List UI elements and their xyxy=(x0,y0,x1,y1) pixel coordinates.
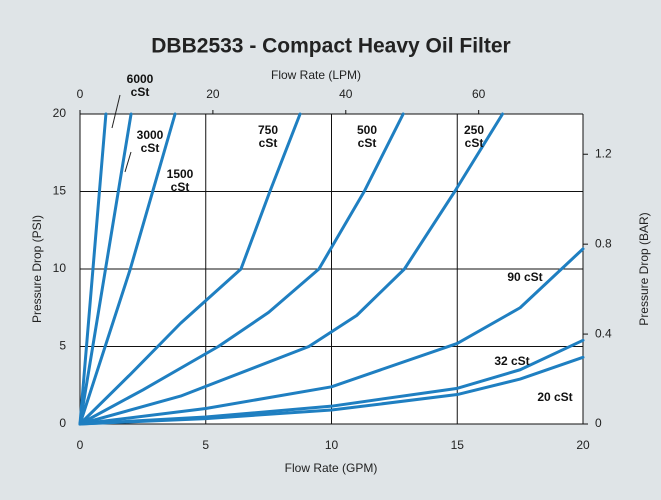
x-tick-label: 5 xyxy=(202,438,209,452)
chart-title: DBB2533 - Compact Heavy Oil Filter xyxy=(151,35,510,58)
x2-tick-label: 0 xyxy=(77,87,84,101)
series-line xyxy=(78,112,133,426)
x2-axis-label: Flow Rate (LPM) xyxy=(271,68,361,82)
x2-tick-label: 60 xyxy=(472,87,486,101)
y2-axis-label: Pressure Drop (BAR) xyxy=(637,212,651,325)
y-tick-label: 0 xyxy=(59,416,66,430)
x-tick-label: 15 xyxy=(451,438,465,452)
y-tick-label: 15 xyxy=(53,184,67,198)
series-label: 1500 cSt xyxy=(166,167,194,194)
x2-tick-label: 20 xyxy=(206,87,220,101)
series-line xyxy=(78,247,585,426)
series-line xyxy=(78,112,505,426)
y-axis-label: Pressure Drop (PSI) xyxy=(30,215,44,323)
series-label: 90 cSt xyxy=(507,270,543,284)
y2-tick-label: 0 xyxy=(595,416,602,430)
series-label: 6000 cSt xyxy=(126,72,154,99)
leader-line xyxy=(111,94,121,129)
x-tick-label: 20 xyxy=(576,438,590,452)
x-axis-label: Flow Rate (GPM) xyxy=(285,461,378,475)
y2-tick-label: 1.2 xyxy=(595,146,612,160)
series-label: 3000 cSt xyxy=(136,128,164,155)
y-tick-label: 5 xyxy=(59,339,66,353)
series-label: 500 cSt xyxy=(356,123,378,150)
series-label: 20 cSt xyxy=(537,390,573,404)
leader-line xyxy=(124,151,132,173)
series-line xyxy=(78,112,177,426)
y2-tick-label: 0.4 xyxy=(595,326,612,340)
y-tick-label: 10 xyxy=(53,261,67,275)
y2-tick-label: 0.8 xyxy=(595,236,612,250)
series-label: 750 cSt xyxy=(257,123,279,150)
series-line xyxy=(78,112,108,426)
y-tick-label: 20 xyxy=(53,106,67,120)
series-label: 32 cSt xyxy=(494,354,530,368)
x-tick-label: 0 xyxy=(77,438,84,452)
series-line xyxy=(78,112,302,426)
series-label: 250 cSt xyxy=(463,123,485,150)
series-line xyxy=(78,355,585,426)
series-line xyxy=(78,112,405,426)
x2-tick-label: 40 xyxy=(339,87,353,101)
x-tick-label: 10 xyxy=(325,438,339,452)
